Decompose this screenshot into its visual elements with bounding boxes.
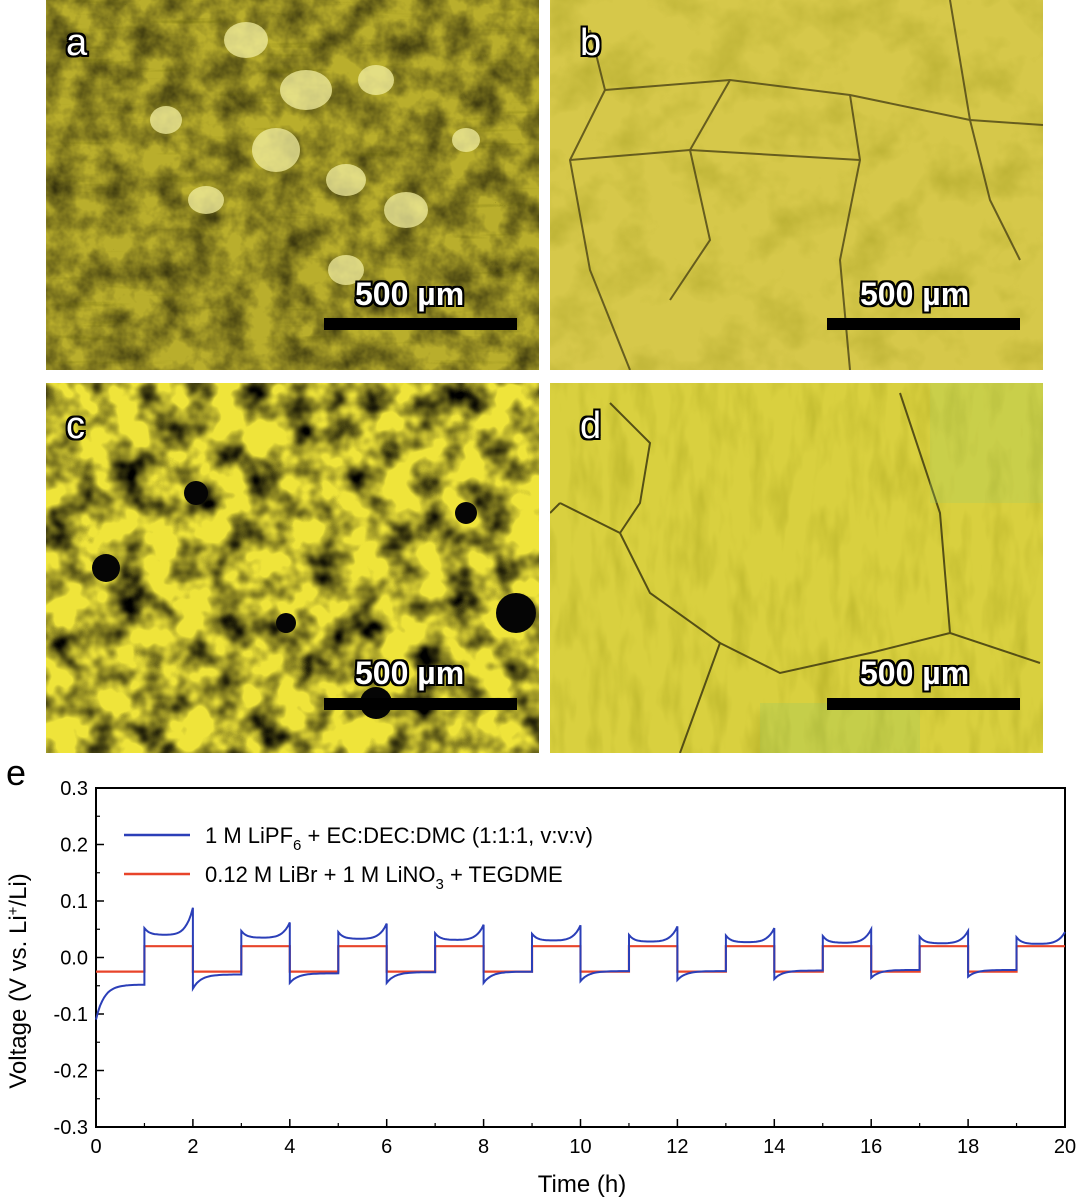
- y-tick-label: -0.1: [54, 1004, 88, 1026]
- panel-label-c: c: [66, 405, 85, 447]
- scale-bar-text-d: 500 µm: [860, 655, 970, 691]
- scale-bar-a: [324, 318, 517, 330]
- y-tick-label: -0.3: [54, 1117, 88, 1139]
- micrograph-b: [550, 0, 1043, 370]
- scale-bar-text-c: 500 µm: [355, 655, 465, 691]
- scale-bar-text-a: 500 µm: [355, 276, 465, 312]
- y-tick-label: 0.2: [60, 835, 88, 857]
- x-axis-label: Time (h): [538, 1171, 626, 1198]
- micrograph-d: [550, 383, 1043, 753]
- micrograph-d-image: [550, 383, 1043, 753]
- scale-bar-text-b: 500 µm: [860, 276, 970, 312]
- micrograph-a-image: [46, 0, 539, 370]
- micrograph-c-image: [46, 383, 539, 753]
- chart-legend: 1 M LiPF6 + EC:DEC:DMC (1:1:1, v:v:v) 0.1…: [124, 823, 593, 893]
- x-tick-label: 16: [860, 1136, 882, 1158]
- scale-bar-d: [827, 698, 1020, 710]
- panel-label-a: a: [66, 22, 88, 64]
- y-tick-label: -0.2: [54, 1061, 88, 1083]
- panel-label-b: b: [580, 22, 602, 64]
- panel-label-d: d: [580, 405, 602, 447]
- chart-series: [95, 907, 1066, 1020]
- micrograph-c: [46, 383, 539, 753]
- voltage-chart: e 0 2 4 6 8 10 12 14 16 18 20 -0.3 -0.2 -0.1 0.0 0.1 0.2…: [5, 755, 1077, 1198]
- x-tick-label: 4: [284, 1136, 295, 1158]
- x-tick-label: 14: [763, 1136, 785, 1158]
- series-line-lipf6: [95, 907, 1066, 1020]
- x-tick-label: 0: [90, 1136, 101, 1158]
- y-axis-label: Voltage (V vs. Li+/Li): [5, 873, 33, 1089]
- scale-bar-b: [827, 318, 1020, 330]
- x-tick-label: 6: [381, 1136, 392, 1158]
- y-tick-label: 0.0: [60, 948, 88, 970]
- legend-label-1: 1 M LiPF6 + EC:DEC:DMC (1:1:1, v:v:v): [205, 823, 593, 854]
- scale-bar-c: [324, 698, 517, 710]
- y-tick-label: 0.3: [60, 778, 88, 800]
- x-tick-label: 8: [478, 1136, 489, 1158]
- y-tick-label: 0.1: [60, 891, 88, 913]
- x-tick-label: 10: [569, 1136, 591, 1158]
- x-tick-label: 12: [666, 1136, 688, 1158]
- micrograph-a: [46, 0, 539, 370]
- x-tick-label: 20: [1054, 1136, 1076, 1158]
- x-tick-label: 2: [187, 1136, 198, 1158]
- chart-axes: 0 2 4 6 8 10 12 14 16 18 20 -0.3 -0.2 -0.1 0.0 0.1 0.2 0.…: [54, 778, 1077, 1158]
- x-tick-label: 18: [957, 1136, 979, 1158]
- legend-label-2: 0.12 M LiBr + 1 M LiNO3 + TEGDME: [205, 862, 563, 893]
- micrograph-b-image: [550, 0, 1043, 370]
- chart-panel-label: e: [6, 755, 26, 793]
